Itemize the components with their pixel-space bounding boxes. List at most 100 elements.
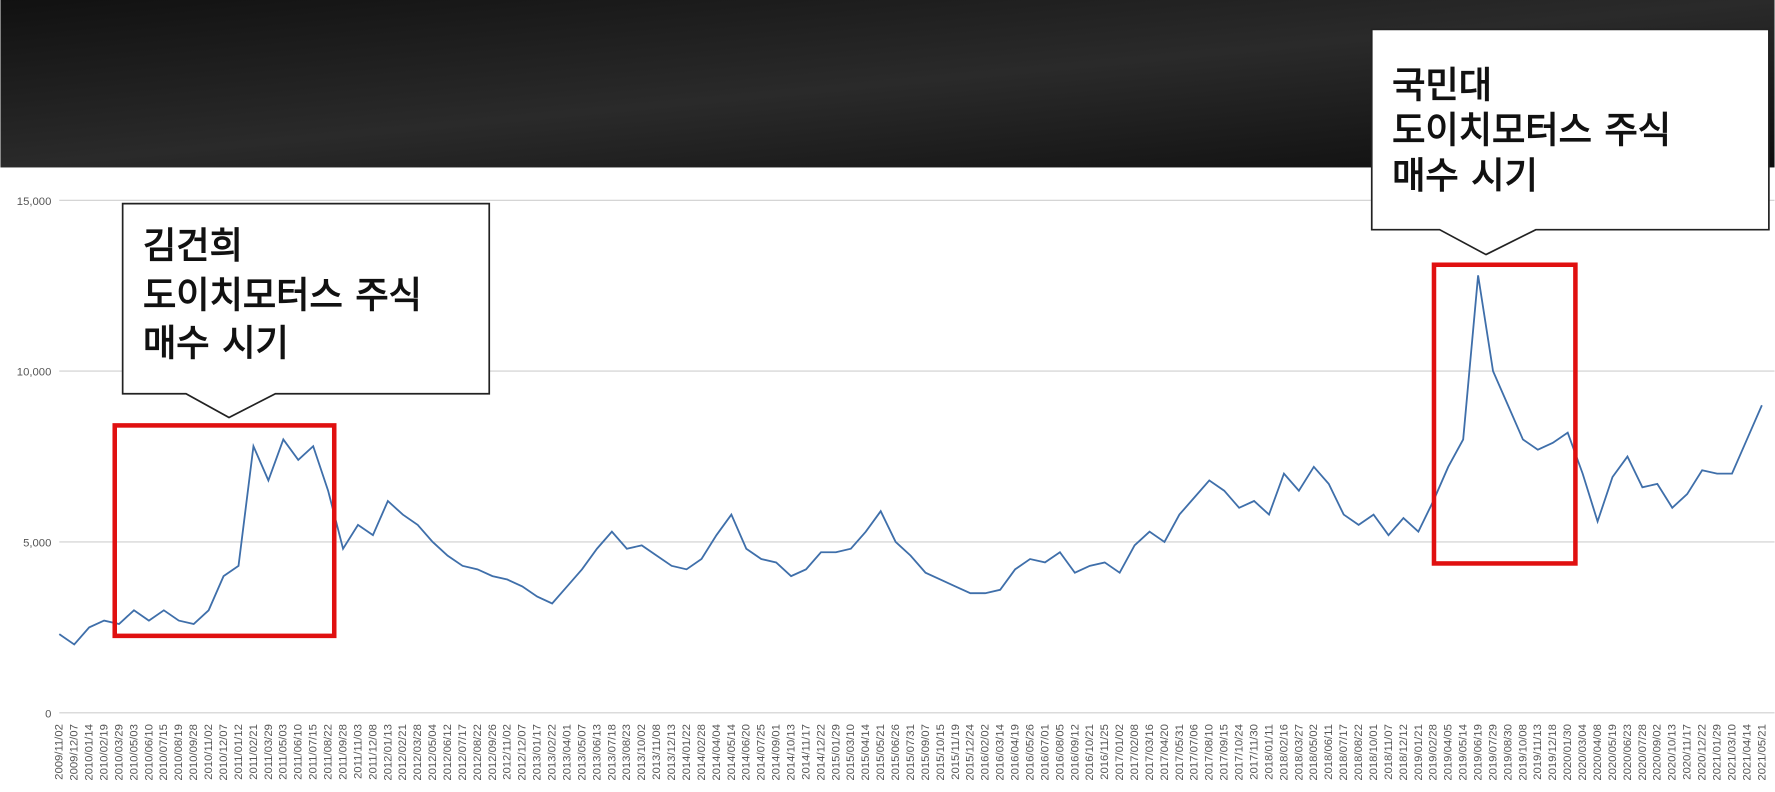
x-tick-label: 2012/05/04 <box>427 724 439 781</box>
x-tick-label: 2017/09/15 <box>1219 724 1231 781</box>
x-tick-label: 2012/01/13 <box>382 724 394 781</box>
x-tick-label: 2020/04/08 <box>1592 724 1604 781</box>
highlight-box <box>1431 262 1578 566</box>
x-tick-label: 2015/01/29 <box>830 724 842 781</box>
x-tick-label: 2014/10/13 <box>785 724 797 781</box>
x-tick-label: 2016/10/21 <box>1084 724 1096 781</box>
x-tick-label: 2013/10/02 <box>636 724 648 781</box>
x-tick-label: 2013/05/07 <box>576 724 588 781</box>
x-tick-label: 2019/04/05 <box>1443 724 1455 781</box>
x-tick-label: 2013/08/23 <box>621 724 633 781</box>
x-tick-label: 2010/02/19 <box>98 724 110 781</box>
x-tick-label: 2009/12/07 <box>69 724 81 781</box>
x-tick-label: 2012/09/26 <box>487 724 499 781</box>
x-tick-label: 2011/09/28 <box>337 724 349 780</box>
x-tick-label: 2014/06/20 <box>741 724 753 781</box>
x-tick-label: 2013/11/08 <box>651 724 663 780</box>
x-tick-label: 2015/09/07 <box>920 724 932 781</box>
x-tick-label: 2020/12/22 <box>1697 724 1709 781</box>
x-tick-label: 2020/03/04 <box>1577 724 1589 781</box>
x-tick-label: 2012/08/22 <box>472 724 484 781</box>
y-tick-label: 10,000 <box>17 367 52 379</box>
x-tick-label: 2010/08/19 <box>173 724 185 781</box>
x-tick-label: 2016/07/01 <box>1039 724 1051 781</box>
x-tick-label: 2018/03/27 <box>1293 724 1305 781</box>
y-tick-label: 5,000 <box>23 537 51 549</box>
callout-box <box>1370 28 1770 256</box>
x-tick-label: 2021/01/29 <box>1711 724 1723 781</box>
annotation-text: 도이치모터스 주식 <box>143 274 422 317</box>
x-tick-label: 2018/12/12 <box>1398 724 1410 781</box>
x-tick-label: 2014/04/04 <box>711 724 723 781</box>
x-tick-label: 2012/12/07 <box>517 724 529 781</box>
x-tick-label: 2011/08/22 <box>323 724 335 780</box>
x-tick-label: 2019/01/21 <box>1413 724 1425 781</box>
annotation-text: 국민대 <box>1392 63 1492 106</box>
x-tick-label: 2010/06/10 <box>143 724 155 781</box>
x-tick-label: 2019/02/28 <box>1428 724 1440 781</box>
x-tick-label: 2013/04/01 <box>561 724 573 781</box>
annotation-text: 매수 시기 <box>1392 154 1538 197</box>
x-tick-label: 2016/08/05 <box>1054 724 1066 781</box>
x-tick-label: 2010/12/07 <box>218 724 230 781</box>
x-tick-label: 2012/02/21 <box>397 724 409 781</box>
callout-box <box>121 202 491 419</box>
x-tick-label: 2012/11/02 <box>502 724 514 780</box>
x-tick-label: 2012/06/12 <box>442 724 454 781</box>
x-tick-label: 2011/01/12 <box>233 724 245 780</box>
x-tick-label: 2014/11/17 <box>800 724 812 780</box>
x-tick-label: 2010/05/03 <box>128 724 140 781</box>
x-tick-label: 2009/11/02 <box>54 724 66 780</box>
x-tick-label: 2018/01/11 <box>1263 724 1275 780</box>
x-tick-label: 2019/12/18 <box>1547 724 1559 781</box>
x-tick-label: 2015/05/21 <box>875 724 887 781</box>
x-tick-label: 2021/04/14 <box>1741 724 1753 781</box>
x-tick-label: 2021/05/21 <box>1756 724 1768 781</box>
x-tick-label: 2013/01/17 <box>532 724 544 781</box>
x-tick-label: 2020/07/28 <box>1637 724 1649 781</box>
x-tick-label: 2019/05/14 <box>1458 724 1470 781</box>
x-tick-label: 2019/10/08 <box>1517 724 1529 781</box>
x-tick-label: 2019/08/30 <box>1502 724 1514 781</box>
x-tick-label: 2014/09/01 <box>771 724 783 781</box>
x-tick-label: 2017/05/31 <box>1174 724 1186 781</box>
x-tick-label: 2016/05/26 <box>1024 724 1036 781</box>
x-tick-label: 2015/11/19 <box>950 724 962 780</box>
x-tick-label: 2015/07/31 <box>905 724 917 781</box>
y-tick-label: 15,000 <box>17 196 52 208</box>
x-tick-label: 2015/06/26 <box>890 724 902 781</box>
x-tick-label: 2013/02/22 <box>547 724 559 781</box>
x-tick-label: 2018/08/22 <box>1353 724 1365 781</box>
x-tick-label: 2010/01/14 <box>84 724 96 781</box>
x-tick-label: 2014/07/25 <box>756 724 768 781</box>
x-tick-label: 2011/02/21 <box>248 724 260 780</box>
x-tick-label: 2010/03/29 <box>113 724 125 781</box>
x-tick-label: 2016/02/02 <box>980 724 992 781</box>
x-tick-label: 2012/07/17 <box>457 724 469 781</box>
annotation-text: 김건희 <box>143 224 243 267</box>
highlight-box <box>112 423 337 639</box>
x-tick-label: 2011/12/08 <box>367 724 379 780</box>
x-tick-label: 2011/07/15 <box>308 724 320 780</box>
x-tick-label: 2020/11/17 <box>1682 724 1694 780</box>
x-tick-label: 2013/07/18 <box>606 724 618 781</box>
x-tick-label: 2015/03/10 <box>845 724 857 781</box>
x-tick-label: 2014/01/22 <box>681 724 693 781</box>
x-tick-label: 2017/02/08 <box>1129 724 1141 781</box>
x-tick-label: 2011/06/10 <box>293 724 305 780</box>
x-tick-label: 2017/01/02 <box>1114 724 1126 781</box>
x-tick-label: 2018/06/11 <box>1323 724 1335 780</box>
x-tick-label: 2013/12/13 <box>666 724 678 781</box>
x-tick-label: 2016/03/14 <box>995 724 1007 781</box>
x-tick-label: 2018/07/17 <box>1338 724 1350 781</box>
x-tick-label: 2017/11/30 <box>1248 724 1260 780</box>
x-tick-label: 2019/11/13 <box>1532 724 1544 780</box>
x-tick-label: 2018/02/16 <box>1278 724 1290 781</box>
x-tick-label: 2020/10/13 <box>1667 724 1679 781</box>
x-tick-label: 2020/09/02 <box>1652 724 1664 781</box>
x-tick-label: 2010/11/02 <box>203 724 215 780</box>
x-tick-label: 2018/11/07 <box>1383 724 1395 780</box>
x-tick-label: 2019/07/29 <box>1487 724 1499 781</box>
x-tick-label: 2011/03/29 <box>263 724 275 780</box>
